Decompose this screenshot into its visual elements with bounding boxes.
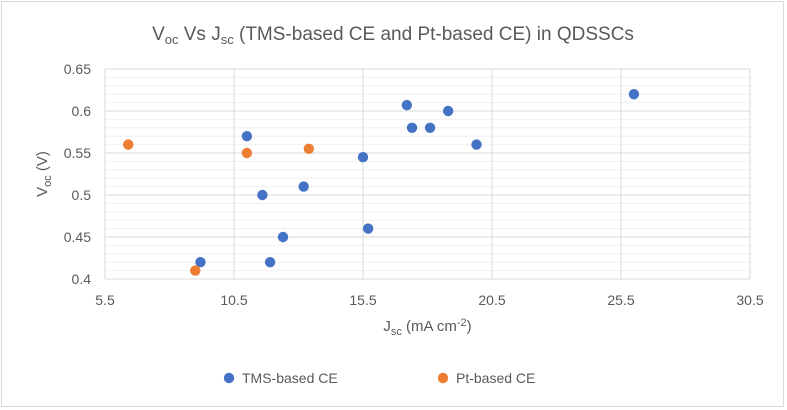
x-tick-label: 25.5	[607, 292, 634, 308]
data-point-series-1	[264, 257, 276, 268]
ylabel-subscript: oc	[42, 175, 54, 187]
x-tick-label: 20.5	[478, 292, 505, 308]
legend-marker-series-1	[223, 372, 235, 384]
data-point-series-1	[298, 181, 309, 192]
x-tick-label: 10.5	[220, 292, 247, 308]
xlabel-superscript: -2	[457, 317, 467, 329]
title-main-subscript: oc	[165, 32, 179, 47]
data-point-series-1	[241, 131, 253, 142]
x-tick-label: 15.5	[349, 292, 376, 308]
title-mid: Vs J	[178, 24, 220, 45]
title-main: V	[152, 24, 165, 45]
data-point-series-2	[190, 265, 201, 276]
title-rest: (TMS-based CE and Pt-based CE) in QDSSCs	[234, 24, 634, 45]
legend: TMS-based CE Pt-based CE	[223, 370, 535, 386]
data-point-series-1	[277, 231, 289, 243]
data-point-series-1	[424, 122, 436, 133]
xlabel-rest: (mA cm	[402, 318, 457, 335]
data-point-series-2	[123, 139, 134, 150]
data-point-series-1	[628, 89, 640, 100]
data-point-series-1	[406, 122, 418, 133]
y-axis-title: Voc (V)	[34, 151, 54, 197]
title-mid-subscript: sc	[221, 32, 235, 47]
data-point-series-1	[257, 189, 268, 201]
y-tick-label: 0.55	[64, 145, 91, 161]
xlabel-end: )	[467, 318, 472, 335]
x-tick-labels: 5.5 10.5 15.5 20.5 25.5 30.5	[95, 292, 764, 308]
data-point-series-1	[471, 139, 482, 150]
x-tick-label: 5.5	[95, 292, 115, 308]
y-tick-label: 0.5	[72, 187, 92, 203]
data-point-series-2	[241, 147, 253, 159]
y-tick-labels: 0.4 0.45 0.5 0.55 0.6 0.65	[64, 61, 91, 287]
y-tick-label: 0.4	[72, 271, 92, 287]
data-points	[123, 89, 640, 276]
legend-label-series-2: Pt-based CE	[456, 370, 535, 386]
x-tick-label: 30.5	[736, 292, 763, 308]
data-point-series-1	[195, 257, 206, 268]
ylabel-rest: (V)	[34, 151, 51, 175]
legend-marker-series-2	[437, 372, 449, 384]
data-point-series-1	[401, 99, 413, 111]
y-tick-label: 0.65	[64, 61, 91, 77]
x-axis-title: Jsc (mA cm-2)	[383, 317, 471, 338]
xlabel-subscript: sc	[391, 326, 403, 338]
xlabel-main: J	[383, 318, 391, 335]
y-tick-label: 0.45	[64, 229, 91, 245]
legend-label-series-1: TMS-based CE	[242, 370, 338, 386]
chart-title: Voc Vs Jsc (TMS-based CE and Pt-based CE…	[152, 24, 634, 47]
data-point-series-1	[442, 105, 454, 117]
data-point-series-1	[362, 223, 374, 234]
ylabel-main: V	[34, 187, 51, 197]
grid-layer	[104, 68, 751, 280]
data-point-series-1	[357, 152, 369, 163]
data-point-series-2	[303, 143, 315, 154]
y-tick-label: 0.6	[72, 103, 92, 119]
